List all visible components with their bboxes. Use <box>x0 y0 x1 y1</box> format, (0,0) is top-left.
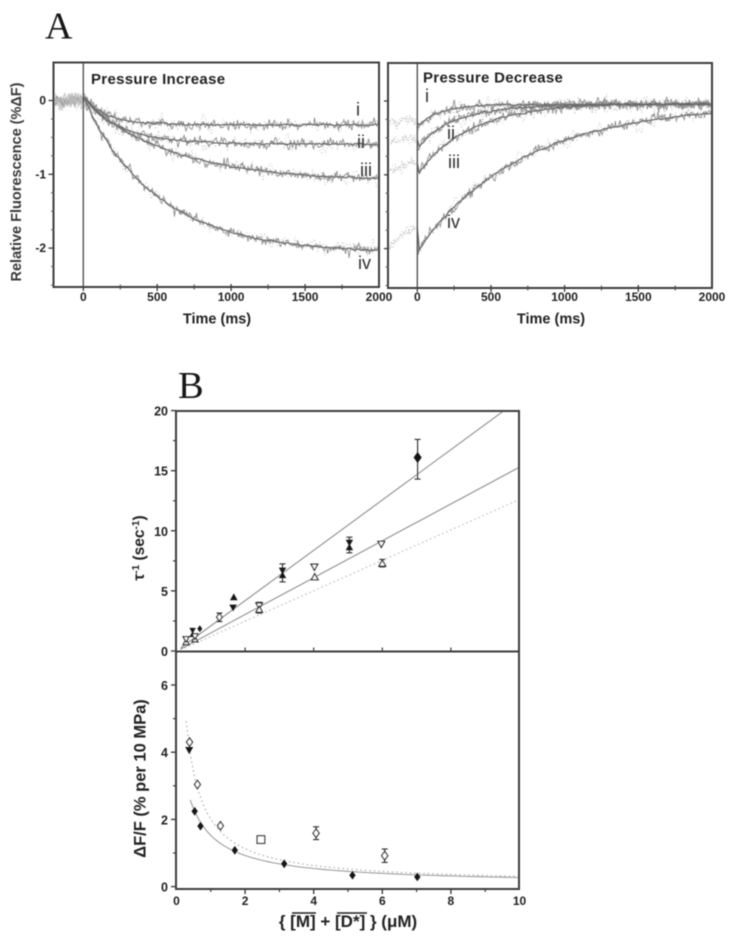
svg-text:A: A <box>45 6 73 48</box>
svg-text:1000: 1000 <box>218 290 245 304</box>
svg-text:i: i <box>425 86 429 106</box>
svg-text:Pressure Decrease: Pressure Decrease <box>423 70 563 87</box>
svg-text:B: B <box>178 365 204 407</box>
svg-text:5: 5 <box>161 585 168 599</box>
svg-text:τ-1 (sec-1): τ-1 (sec-1) <box>131 515 148 580</box>
svg-text:0: 0 <box>173 894 180 908</box>
svg-text:0: 0 <box>414 290 421 304</box>
svg-text:4: 4 <box>310 894 317 908</box>
svg-text:2000: 2000 <box>699 290 726 304</box>
svg-text:iii: iii <box>448 152 460 172</box>
svg-text:1000: 1000 <box>551 290 578 304</box>
svg-text:Relative Fluorescence (%ΔF): Relative Fluorescence (%ΔF) <box>9 82 25 281</box>
svg-text:20: 20 <box>154 405 168 419</box>
svg-text:ii: ii <box>357 132 365 152</box>
svg-text:ii: ii <box>447 123 455 143</box>
svg-text:-2: -2 <box>35 241 46 255</box>
svg-text:Time (ms): Time (ms) <box>517 312 585 328</box>
svg-text:{ [M] + [D*] } (μM): { [M] + [D*] } (μM) <box>279 912 417 931</box>
svg-text:1500: 1500 <box>292 290 319 304</box>
svg-text:8: 8 <box>448 894 455 908</box>
svg-text:4: 4 <box>161 746 168 760</box>
svg-text:iii: iii <box>360 160 372 180</box>
svg-text:500: 500 <box>147 290 167 304</box>
svg-text:1500: 1500 <box>625 290 652 304</box>
svg-text:10: 10 <box>154 525 168 539</box>
svg-text:0: 0 <box>161 881 168 895</box>
svg-text:ΔF/F (% per 10 MPa): ΔF/F (% per 10 MPa) <box>132 699 150 858</box>
svg-text:0: 0 <box>39 94 46 108</box>
svg-text:i: i <box>356 100 360 120</box>
svg-text:2: 2 <box>242 894 249 908</box>
svg-text:2000: 2000 <box>366 290 393 304</box>
svg-text:Pressure Increase: Pressure Increase <box>91 71 225 88</box>
svg-text:0: 0 <box>80 290 87 304</box>
svg-text:2: 2 <box>161 813 168 827</box>
svg-text:500: 500 <box>481 290 501 304</box>
svg-text:Time (ms): Time (ms) <box>183 312 251 328</box>
svg-text:6: 6 <box>379 894 386 908</box>
svg-text:15: 15 <box>154 465 168 479</box>
svg-text:-1: -1 <box>35 167 46 181</box>
svg-text:iv: iv <box>358 253 371 273</box>
svg-text:0: 0 <box>161 645 168 659</box>
svg-text:10: 10 <box>513 894 527 908</box>
svg-text:6: 6 <box>161 679 168 693</box>
svg-text:iv: iv <box>447 212 460 232</box>
